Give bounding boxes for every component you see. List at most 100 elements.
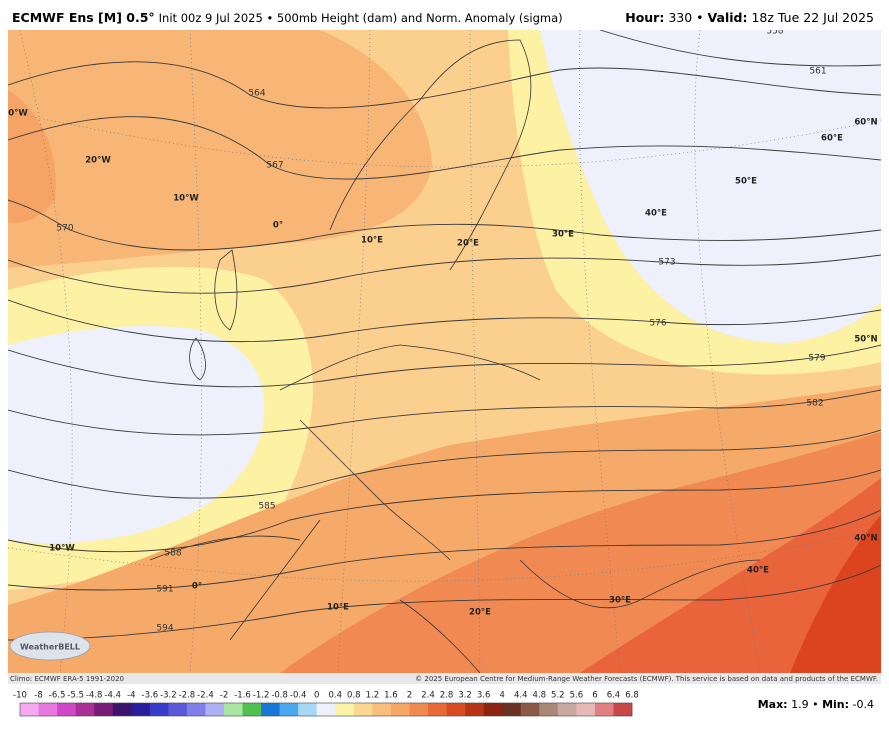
- contour: [8, 429, 881, 499]
- colorbar-tick-label: 1.6: [384, 691, 398, 701]
- colorbar-swatch: [168, 703, 188, 716]
- colorbar-swatch: [224, 703, 243, 716]
- colorbar-frame: [19, 702, 633, 717]
- map: 558561564567570573576579582585588591594 …: [8, 30, 881, 673]
- valid-value: 18z Tue 22 Jul 2025: [751, 10, 874, 25]
- colorbar-tick-label: -0.4: [290, 691, 307, 701]
- logo: WeatherBELL: [9, 631, 91, 661]
- colorbar-tick-label: 2.8: [440, 691, 454, 701]
- valid-label: Valid:: [708, 10, 748, 25]
- colorbar-swatch: [483, 703, 503, 716]
- anomaly-field: [790, 515, 881, 673]
- colorbar-swatch: [372, 703, 392, 716]
- grid-label: 0°: [192, 582, 202, 592]
- max-value: 1.9 •: [791, 698, 818, 711]
- hour-value: 330 •: [668, 10, 703, 25]
- anomaly-field: [580, 478, 881, 673]
- contour: [8, 389, 881, 436]
- colorbar-tick-label: -2: [220, 691, 228, 701]
- colorbar-swatch: [112, 703, 132, 716]
- contour-label: 594: [156, 624, 173, 634]
- contour: [8, 469, 881, 553]
- colorbar-tick-label: -8: [34, 691, 42, 701]
- min-label: Min:: [822, 698, 849, 711]
- colorbar-swatch: [390, 703, 410, 716]
- grid-label: 20°E: [457, 239, 479, 249]
- colorbar-swatch: [94, 703, 114, 716]
- contour-label: 591: [156, 585, 173, 595]
- footer-strip: [8, 673, 881, 684]
- colorbar-swatch: [446, 703, 466, 716]
- contour: [8, 199, 881, 251]
- max-label: Max:: [758, 698, 788, 711]
- grid-labels: 0°W 20°W 10°W 0° 10°E 20°E 30°E 40°E 50°E 60°E 60°…: [8, 109, 877, 618]
- colorbar-tick-label: -2.4: [197, 691, 214, 701]
- grid-label: 20°W: [85, 156, 111, 166]
- colorbar-swatch: [428, 703, 447, 716]
- colorbar-swatch: [520, 703, 540, 716]
- contour-labels: 558 561 564 567 570 573 576 579 582 585 588 591 594: [56, 30, 826, 634]
- colorbar-tick-label: 6.4: [607, 691, 621, 701]
- anomaly-field: [540, 30, 881, 343]
- colorbar-swatch: [186, 703, 206, 716]
- grid-label: 0°: [273, 221, 283, 231]
- colorbar-swatch: [38, 703, 58, 716]
- colorbar-tick-label: 5.6: [570, 691, 584, 701]
- contour-label: 588: [164, 549, 181, 559]
- contour-label: 585: [258, 502, 275, 512]
- colorbar-tick-label: 6: [592, 691, 597, 701]
- contour-label: 579: [808, 354, 825, 364]
- climo: Climo: ECMWF ERA-5 1991-2020: [10, 675, 124, 683]
- title: ECMWF Ens [M] 0.5°: [12, 10, 155, 25]
- anomaly-field: [8, 90, 56, 223]
- colorbar-tick-label: 1.2: [366, 691, 380, 701]
- grid-label: 0°W: [8, 109, 28, 119]
- colorbar-tick-label: -1.2: [253, 691, 270, 701]
- colorbar-swatch: [539, 703, 559, 716]
- contour: [8, 254, 881, 294]
- colorbar-tick-label: 0.8: [347, 691, 361, 701]
- colorbar-tick-label: 3.6: [477, 691, 491, 701]
- colorbar-swatch: [613, 703, 633, 716]
- grid-label: 40°E: [645, 209, 667, 219]
- grid-label: 10°E: [327, 603, 349, 613]
- logo-text: WeatherBELL: [20, 643, 80, 652]
- colorbar-swatch: [557, 703, 577, 716]
- colorbar-swatch: [20, 703, 39, 716]
- header-right: Hour: 330 • Valid: 18z Tue 22 Jul 2025: [625, 10, 874, 25]
- colorbar-swatch: [261, 703, 280, 716]
- contour-label: 564: [248, 89, 265, 99]
- subtitle: Init 00z 9 Jul 2025 • 500mb Height (dam)…: [159, 11, 563, 25]
- colorbar-swatch: [131, 703, 151, 716]
- colorbar-tick-label: 5.2: [551, 691, 565, 701]
- stats: Max: 1.9 • Min: -0.4: [758, 698, 874, 711]
- contour: [8, 61, 881, 109]
- colorbar-swatch: [316, 703, 336, 716]
- colorbar-swatch: [353, 703, 373, 716]
- colorbar-tick-label: -3.6: [142, 691, 159, 701]
- colorbar-tick-label: -6.5: [49, 691, 66, 701]
- colorbar-swatch: [502, 703, 522, 716]
- colorbar-tick-label: 4.4: [514, 691, 528, 701]
- colorbar-swatch: [298, 703, 318, 716]
- copyright: © 2025 European Centre for Medium-Range …: [415, 675, 878, 683]
- hour-label: Hour:: [625, 10, 664, 25]
- contour: [8, 509, 881, 591]
- colorbar-tick-label: -4.8: [86, 691, 103, 701]
- contour: [8, 344, 881, 388]
- grid-label: 10°W: [173, 194, 199, 204]
- grid-label: 50°N: [854, 335, 877, 345]
- colorbar-swatch: [75, 703, 95, 716]
- grid-label: 50°E: [735, 177, 757, 187]
- grid-label: 30°E: [609, 596, 631, 606]
- colorbar-swatch: [594, 703, 614, 716]
- contour: [8, 116, 881, 180]
- colorbar-tick-label: -5.5: [67, 691, 84, 701]
- colorbar-tick-label: -0.8: [271, 691, 288, 701]
- colorbar: -10 -8 -6.5 -5.5 -4.8 -4.4 -4 -3.6 -3.2 -2.8 -2.4-…: [13, 691, 639, 717]
- colorbar-tick-label: -4.4: [104, 691, 121, 701]
- contour-label: 576: [649, 319, 666, 329]
- colorbar-tick-label: -3.2: [160, 691, 177, 701]
- contour-label: 567: [266, 161, 283, 171]
